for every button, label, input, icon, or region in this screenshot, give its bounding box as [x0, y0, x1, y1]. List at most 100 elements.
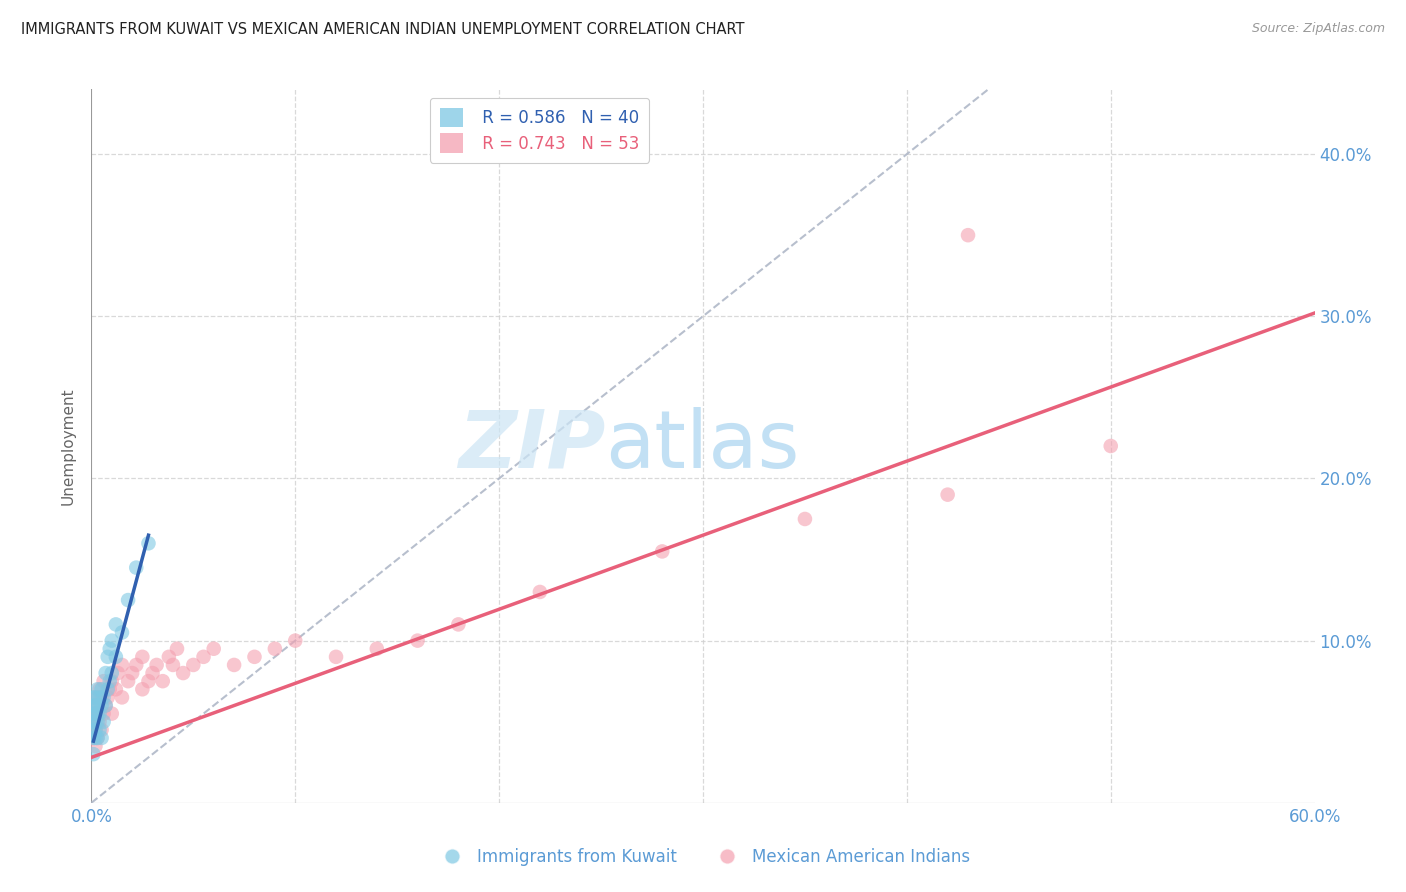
Point — [125, 560, 148, 574]
Point — [98, 641, 121, 656]
Point — [202, 641, 225, 656]
Point — [89, 690, 111, 705]
Point — [84, 698, 107, 713]
Point — [104, 617, 127, 632]
Point — [101, 666, 124, 681]
Point — [89, 714, 111, 729]
Point — [90, 690, 112, 705]
Text: atlas: atlas — [605, 407, 800, 485]
Point — [529, 585, 551, 599]
Point — [125, 657, 148, 672]
Point — [84, 731, 107, 745]
Text: Source: ZipAtlas.com: Source: ZipAtlas.com — [1251, 22, 1385, 36]
Point — [447, 617, 470, 632]
Point — [172, 666, 194, 681]
Point — [86, 731, 108, 745]
Point — [84, 739, 107, 753]
Point — [90, 723, 112, 737]
Point — [86, 698, 108, 713]
Point — [93, 690, 115, 705]
Point — [117, 593, 139, 607]
Point — [111, 625, 134, 640]
Point — [86, 706, 108, 721]
Point — [101, 633, 124, 648]
Point — [107, 666, 129, 681]
Point — [193, 649, 215, 664]
Point — [117, 674, 139, 689]
Point — [82, 714, 104, 729]
Point — [152, 674, 174, 689]
Point — [94, 698, 117, 713]
Point — [98, 682, 121, 697]
Point — [651, 544, 673, 558]
Point — [84, 698, 107, 713]
Point — [936, 488, 959, 502]
Point — [141, 666, 163, 681]
Point — [121, 666, 143, 681]
Point — [90, 698, 112, 713]
Point — [86, 682, 108, 697]
Point — [82, 690, 104, 705]
Point — [101, 674, 124, 689]
Point — [138, 536, 160, 550]
Point — [97, 682, 120, 697]
Point — [89, 706, 111, 721]
Point — [111, 657, 134, 672]
Point — [82, 731, 104, 745]
Point — [86, 714, 108, 729]
Point — [90, 682, 112, 697]
Point — [162, 657, 184, 672]
Point — [97, 649, 120, 664]
Point — [183, 657, 205, 672]
Point — [98, 674, 121, 689]
Point — [104, 649, 127, 664]
Text: IMMIGRANTS FROM KUWAIT VS MEXICAN AMERICAN INDIAN UNEMPLOYMENT CORRELATION CHART: IMMIGRANTS FROM KUWAIT VS MEXICAN AMERIC… — [21, 22, 745, 37]
Point — [111, 690, 134, 705]
Point — [86, 731, 108, 745]
Point — [89, 723, 111, 737]
Text: ZIP: ZIP — [458, 407, 605, 485]
Point — [90, 731, 112, 745]
Point — [82, 731, 104, 745]
Point — [89, 682, 111, 697]
Point — [84, 690, 107, 705]
Point — [138, 674, 160, 689]
Point — [82, 714, 104, 729]
Y-axis label: Unemployment: Unemployment — [60, 387, 76, 505]
Point — [956, 228, 979, 243]
Point — [1099, 439, 1122, 453]
Point — [406, 633, 429, 648]
Point — [793, 512, 815, 526]
Point — [84, 706, 107, 721]
Point — [82, 698, 104, 713]
Point — [86, 690, 108, 705]
Legend: Immigrants from Kuwait, Mexican American Indians: Immigrants from Kuwait, Mexican American… — [429, 842, 977, 873]
Point — [104, 682, 127, 697]
Point — [84, 723, 107, 737]
Point — [131, 682, 153, 697]
Point — [157, 649, 180, 664]
Point — [145, 657, 167, 672]
Point — [84, 723, 107, 737]
Point — [82, 747, 104, 761]
Point — [93, 714, 115, 729]
Point — [94, 698, 117, 713]
Point — [93, 706, 115, 721]
Point — [94, 666, 117, 681]
Point — [101, 706, 124, 721]
Point — [82, 706, 104, 721]
Point — [166, 641, 188, 656]
Point — [97, 690, 120, 705]
Point — [264, 641, 287, 656]
Point — [82, 706, 104, 721]
Point — [284, 633, 307, 648]
Point — [131, 649, 153, 664]
Point — [325, 649, 347, 664]
Point — [243, 649, 266, 664]
Point — [86, 706, 108, 721]
Point — [366, 641, 388, 656]
Point — [82, 723, 104, 737]
Point — [84, 714, 107, 729]
Point — [93, 674, 115, 689]
Point — [222, 657, 246, 672]
